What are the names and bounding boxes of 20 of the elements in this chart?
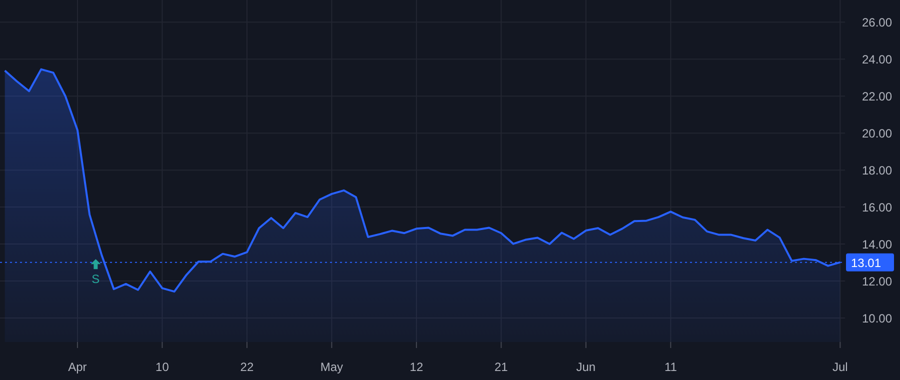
ref-line-label: 13.01 <box>851 256 882 270</box>
y-tick-label: 24.00 <box>862 52 892 67</box>
x-tick-label: 21 <box>494 360 508 374</box>
x-tick-label: 12 <box>410 360 424 374</box>
x-tick-label: 22 <box>240 360 254 374</box>
y-tick-label: 10.00 <box>862 311 892 326</box>
y-tick-label: 20.00 <box>862 126 892 141</box>
y-tick-label: 12.00 <box>862 274 892 288</box>
x-tick-label: Apr <box>68 360 87 374</box>
y-tick-label: 26.00 <box>862 16 892 30</box>
x-tick-label: 10 <box>156 360 170 374</box>
y-tick-label: 16.00 <box>862 200 892 215</box>
y-tick-label: 18.00 <box>862 164 892 178</box>
x-tick-label: May <box>320 360 344 374</box>
y-tick-label: 14.00 <box>862 238 892 252</box>
x-tick-label: Jun <box>576 360 596 374</box>
x-tick-label: Jul <box>832 360 848 374</box>
x-tick-label: 11 <box>664 360 678 374</box>
annotation: S <box>92 272 100 286</box>
y-tick-label: 22.00 <box>862 90 892 104</box>
